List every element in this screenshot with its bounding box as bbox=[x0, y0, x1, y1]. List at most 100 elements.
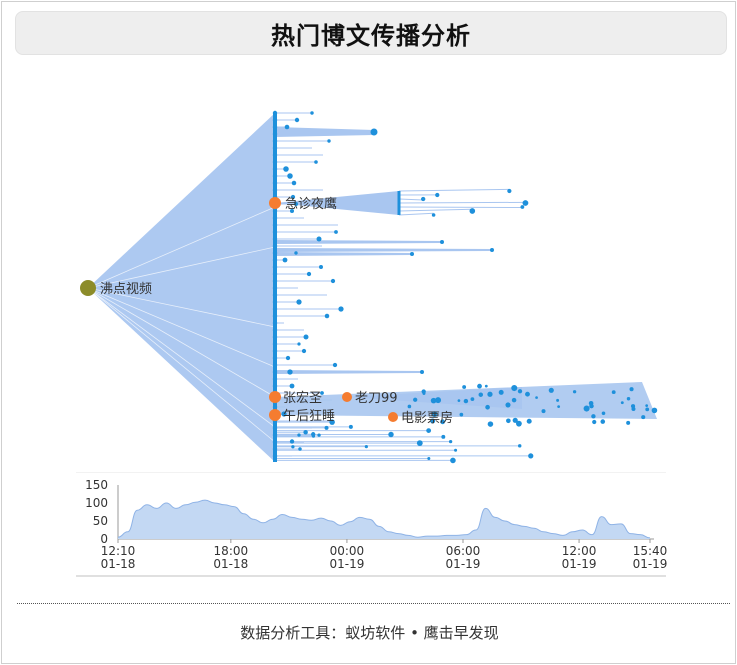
column-node bbox=[272, 124, 278, 130]
leaf-node bbox=[289, 439, 295, 444]
key-node-label: 张宏圣 bbox=[283, 391, 322, 406]
leaf-node bbox=[426, 428, 432, 433]
leaf-node bbox=[297, 433, 301, 437]
column-node bbox=[272, 159, 278, 165]
leaf-node bbox=[548, 387, 554, 393]
leaf-edge bbox=[398, 198, 424, 201]
leaf-node bbox=[645, 407, 650, 412]
column-node bbox=[272, 257, 278, 263]
leaf-node bbox=[469, 208, 476, 214]
fan-separator bbox=[87, 287, 276, 428]
leaf-node bbox=[317, 433, 321, 437]
column-node bbox=[272, 173, 278, 179]
leaf-node bbox=[601, 411, 606, 416]
leaf-node bbox=[484, 384, 488, 388]
column-node bbox=[272, 152, 278, 158]
leaf-node bbox=[294, 202, 298, 206]
leaf-node bbox=[506, 418, 511, 424]
leaf-node bbox=[485, 404, 490, 410]
leaf-node bbox=[294, 117, 300, 123]
x-tick-time: 18:00 bbox=[214, 544, 249, 558]
leaf-node bbox=[620, 401, 624, 405]
branch-edge bbox=[275, 252, 412, 256]
y-tick-label: 0 bbox=[100, 532, 108, 546]
leaf-node bbox=[289, 383, 295, 389]
leaf-node bbox=[440, 419, 446, 425]
leaf-node bbox=[329, 419, 335, 425]
leaf-node bbox=[512, 417, 518, 423]
leaf-node bbox=[505, 402, 511, 408]
leaf-node bbox=[611, 390, 616, 395]
leaf-node bbox=[285, 355, 291, 361]
leaf-node bbox=[463, 398, 469, 404]
y-tick-label: 150 bbox=[85, 478, 108, 492]
leaf-node bbox=[334, 230, 338, 234]
leaf-node bbox=[440, 240, 444, 244]
y-tick-label: 50 bbox=[93, 514, 108, 528]
column-node bbox=[272, 250, 278, 256]
leaf-node bbox=[589, 403, 594, 409]
leaf-node bbox=[450, 457, 456, 464]
branch-edge bbox=[275, 370, 422, 374]
leaf-edge bbox=[398, 212, 434, 216]
leaf-node bbox=[297, 342, 301, 346]
column-node bbox=[272, 341, 278, 347]
leaf-node bbox=[388, 431, 394, 438]
fan-separator bbox=[87, 287, 276, 328]
leaf-node bbox=[296, 299, 302, 305]
area-series bbox=[118, 500, 650, 539]
column-node bbox=[272, 369, 278, 375]
x-tick-time: 12:10 bbox=[101, 544, 136, 558]
leaf-node bbox=[525, 391, 530, 397]
leaf-node bbox=[364, 445, 368, 449]
x-tick-time: 00:00 bbox=[330, 544, 365, 558]
root-node-label: 沸点视频 bbox=[100, 282, 152, 297]
branch-edge bbox=[275, 127, 374, 137]
leaf-node bbox=[319, 265, 323, 269]
leaf-node bbox=[407, 404, 412, 409]
leaf-node bbox=[332, 362, 338, 368]
leaf-node bbox=[511, 384, 518, 392]
fan-separator bbox=[87, 246, 276, 289]
leaf-node bbox=[298, 447, 302, 451]
key-node bbox=[269, 197, 281, 209]
leaf-node bbox=[528, 453, 534, 459]
leaf-node bbox=[462, 385, 467, 389]
leaf-node bbox=[287, 173, 293, 179]
leaf-node bbox=[478, 392, 484, 397]
leaf-node bbox=[511, 397, 517, 403]
x-tick-date: 01-18 bbox=[213, 557, 248, 571]
leaf-node bbox=[284, 124, 290, 130]
leaf-node bbox=[441, 434, 446, 439]
leaf-node bbox=[645, 404, 649, 407]
column-node bbox=[272, 110, 278, 116]
fan-separator bbox=[87, 287, 276, 398]
column-node bbox=[272, 229, 278, 235]
column-node bbox=[272, 432, 278, 438]
leaf-node bbox=[454, 448, 458, 452]
leaf-node bbox=[294, 251, 298, 255]
key-node bbox=[342, 392, 352, 402]
column-node bbox=[272, 306, 278, 312]
leaf-node bbox=[324, 425, 329, 430]
leaf-node bbox=[435, 192, 440, 198]
leaf-node bbox=[290, 194, 296, 200]
leaf-node bbox=[572, 390, 577, 394]
leaf-node bbox=[498, 389, 504, 395]
leaf-node bbox=[457, 399, 461, 402]
leaf-node bbox=[311, 434, 316, 438]
leaf-node bbox=[282, 257, 288, 263]
leaf-node bbox=[413, 397, 418, 402]
leaf-node bbox=[291, 445, 295, 449]
leaf-node bbox=[516, 420, 522, 427]
leaf-node bbox=[324, 313, 330, 319]
leaf-node bbox=[301, 348, 307, 354]
key-node bbox=[269, 409, 281, 421]
timeline-y-ticks: 0 50 100 150 bbox=[85, 478, 108, 546]
key-node-label: 午后狂睡 bbox=[283, 409, 335, 424]
leaf-edge bbox=[398, 201, 526, 204]
leaf-node bbox=[520, 205, 525, 209]
leaf-edge bbox=[398, 206, 523, 209]
